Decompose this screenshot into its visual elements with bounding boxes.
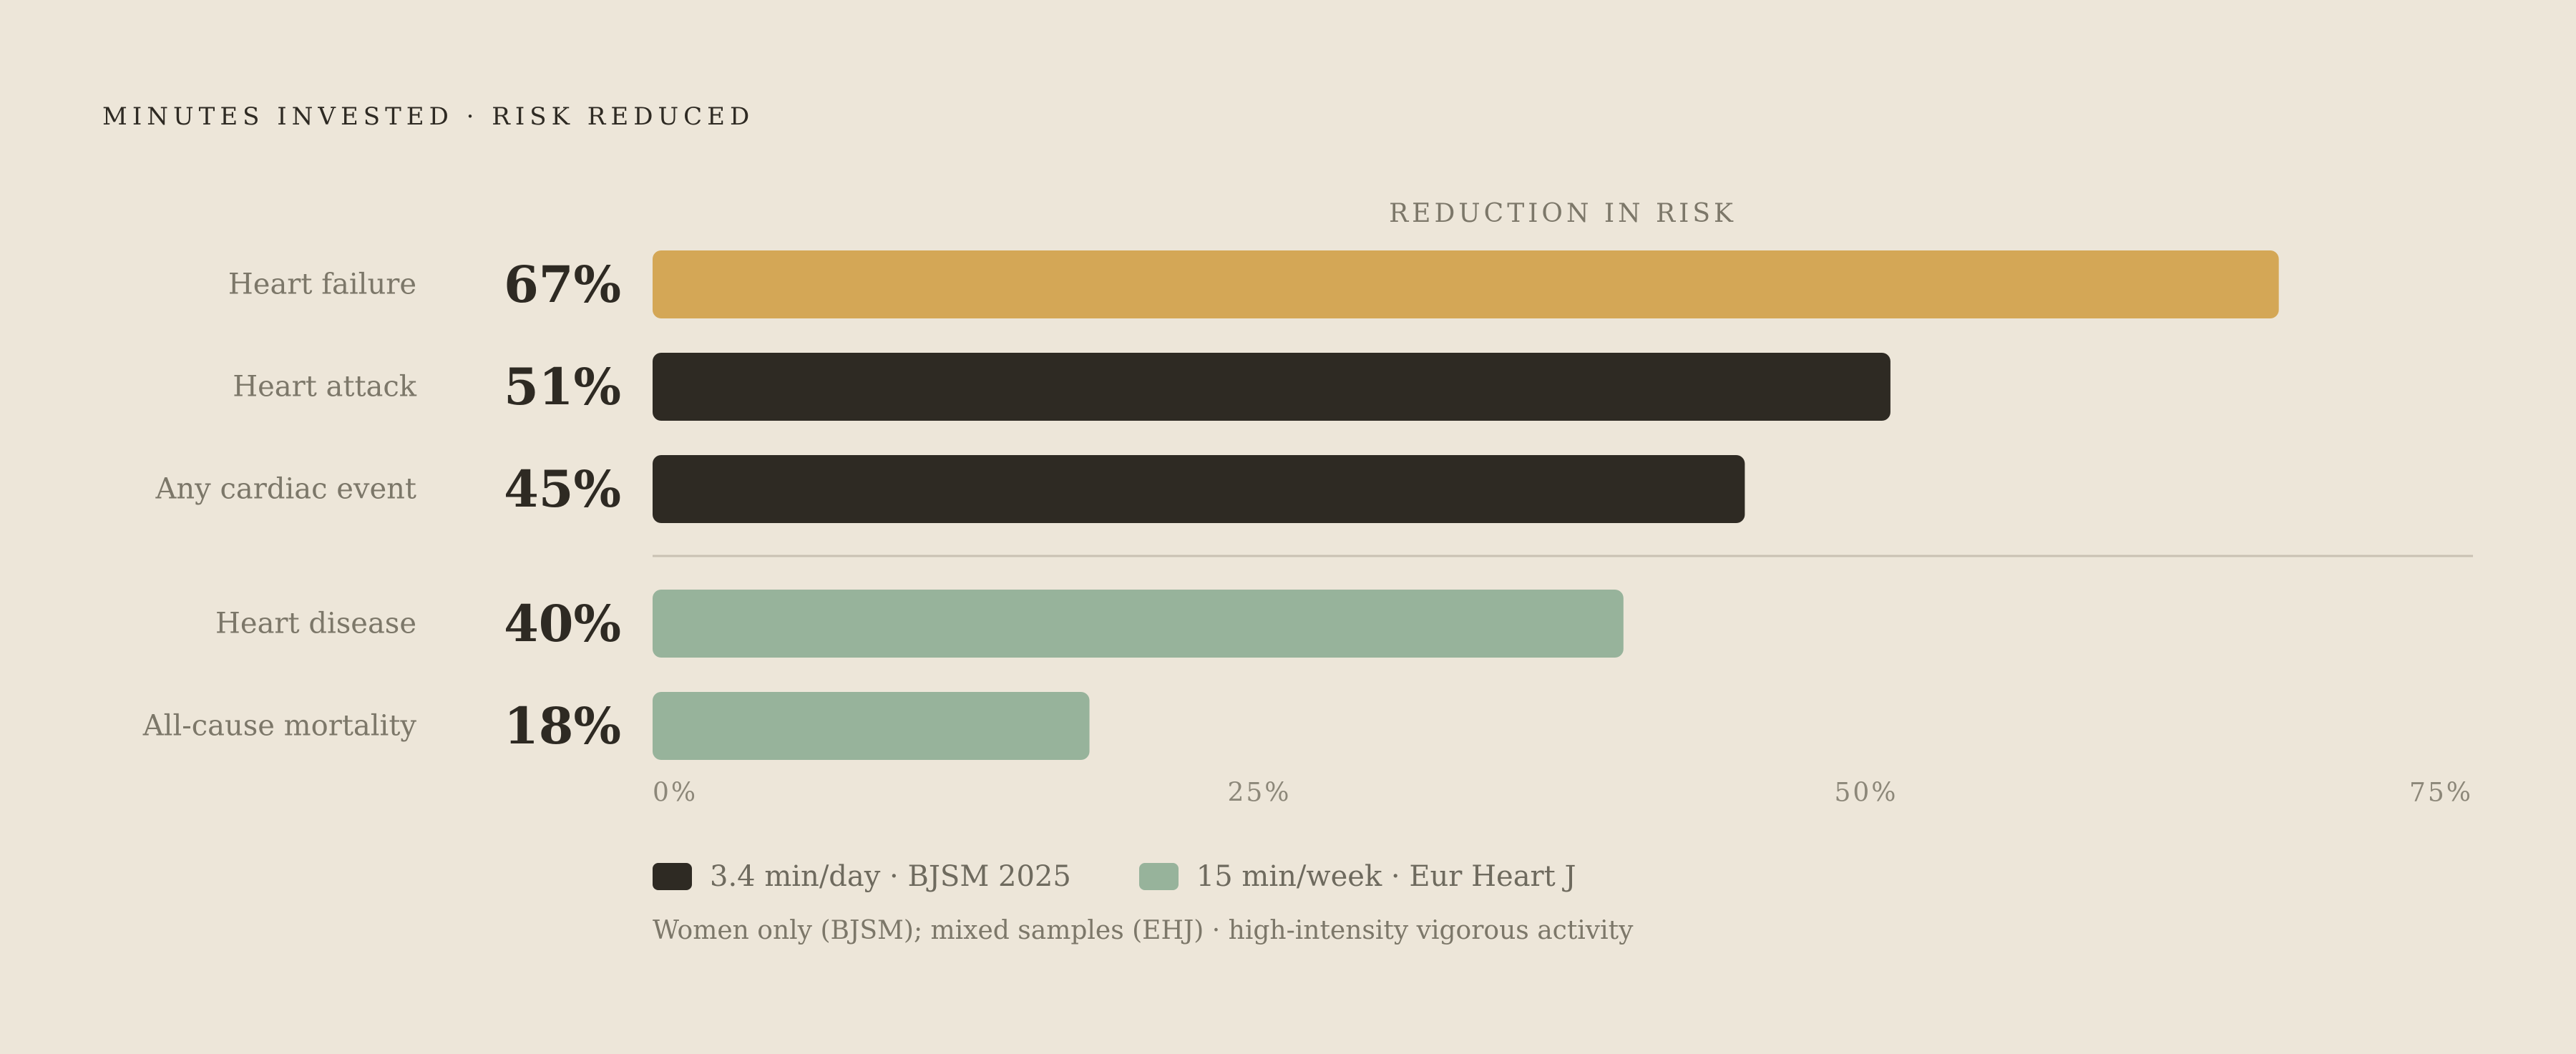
category-label-heart-attack: Heart attack [233, 371, 417, 404]
chart-kicker-title: MINUTES INVESTED · RISK REDUCED [102, 102, 755, 131]
value-label-heart-attack: 51% [504, 357, 621, 416]
x-tick-label-25: 25% [1227, 779, 1291, 808]
legend-label-ehj: 15 min/week · Eur Heart J [1196, 860, 1576, 893]
x-tick-label-0: 0% [653, 779, 698, 808]
bar-all-cause-mortality [653, 692, 1090, 760]
value-label-any-cardiac-event: 45% [504, 459, 621, 519]
x-axis-title: REDUCTION IN RISK [1389, 199, 1737, 228]
bar-any-cardiac-event [653, 455, 1745, 523]
bar-heart-failure [653, 250, 2279, 318]
category-label-heart-failure: Heart failure [228, 268, 416, 301]
value-label-heart-disease: 40% [504, 594, 621, 653]
category-label-heart-disease: Heart disease [215, 607, 416, 640]
legend: 3.4 min/day · BJSM 2025 15 min/week · Eu… [653, 860, 1644, 893]
bar-heart-attack [653, 353, 1890, 421]
legend-swatch-ehj [1138, 863, 1179, 890]
x-tick-label-75: 75% [2409, 779, 2473, 808]
legend-label-bjsm: 3.4 min/day · BJSM 2025 [710, 860, 1071, 893]
value-label-all-cause-mortality: 18% [504, 696, 621, 756]
bar-heart-disease [653, 590, 1624, 658]
value-label-heart-failure: 67% [504, 255, 621, 314]
x-tick-label-50: 50% [1834, 779, 1898, 808]
category-label-any-cardiac-event: Any cardiac event [155, 473, 416, 506]
category-label-all-cause-mortality: All-cause mortality [142, 710, 417, 743]
legend-swatch-bjsm [653, 863, 692, 890]
legend-item-bjsm: 3.4 min/day · BJSM 2025 [653, 860, 1071, 893]
footnote: Women only (BJSM); mixed samples (EHJ) ·… [653, 916, 1634, 945]
legend-item-ehj: 15 min/week · Eur Heart J [1138, 860, 1576, 893]
